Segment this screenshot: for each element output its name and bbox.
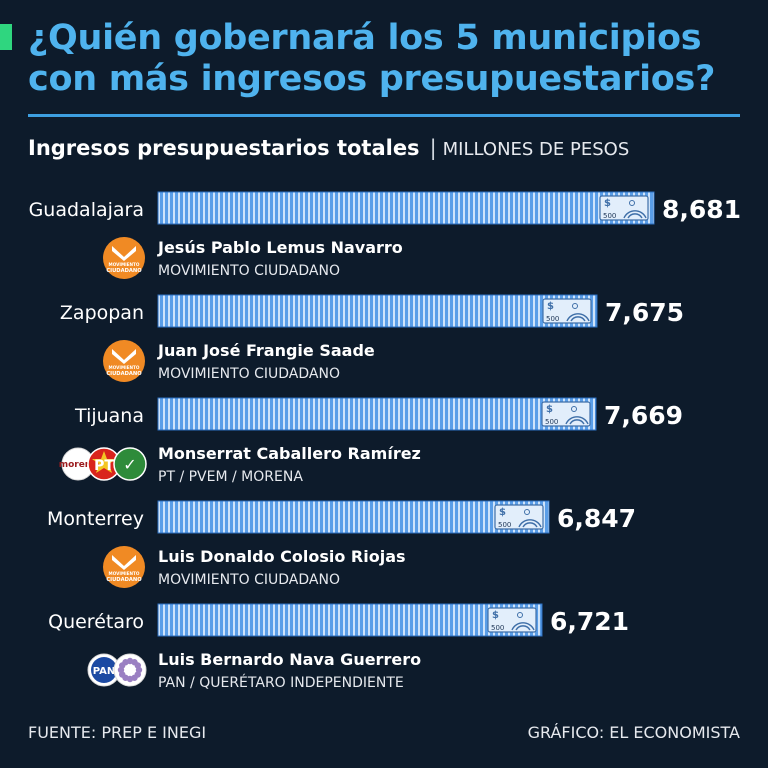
- chart-row: Guadalajara $500 8,681 Jesús Pablo Lemus Na…: [29, 191, 741, 279]
- winner-party: PT / PVEM / MORENA: [158, 469, 303, 485]
- banknote-arc: [569, 419, 585, 425]
- winner-party: MOVIMIENTO CIUDADANO: [158, 366, 340, 382]
- category-label: Monterrey: [47, 508, 144, 530]
- star-icon: [92, 451, 116, 473]
- logo-text-line-1: MOVIMIENTO: [109, 571, 140, 576]
- credit-label: GRÁFICO: EL ECONOMISTA: [527, 723, 740, 742]
- category-label: Zapopan: [60, 302, 144, 324]
- value-label: 6,721: [550, 607, 629, 636]
- eagle-icon: [112, 246, 136, 261]
- banknote-arc: [623, 210, 647, 219]
- chart-subtitle: Ingresos presupuestarios totales | MILLONE…: [28, 136, 629, 160]
- logo-text-line-1: MOVIMIENTO: [109, 262, 140, 267]
- category-label: Tijuana: [74, 405, 144, 427]
- banknote-dot: [524, 509, 530, 515]
- subtitle-text: Ingresos presupuestarios totales: [28, 136, 420, 160]
- category-label: Querétaro: [48, 611, 144, 633]
- banknote-dot: [517, 612, 523, 618]
- morena-logo-text: morena: [59, 460, 98, 470]
- value-label: 7,669: [604, 401, 683, 430]
- banknote-arc: [570, 316, 586, 322]
- subtitle-separator: |: [429, 136, 437, 160]
- title-accent-bar: [0, 24, 12, 50]
- logo-text-line-1: MOVIMIENTO: [109, 365, 140, 370]
- currency-symbol: $: [499, 507, 506, 518]
- winner-name: Juan José Frangie Saade: [157, 341, 375, 360]
- banknote-arc: [566, 313, 590, 322]
- banknote-arc: [565, 416, 589, 425]
- winner-party: PAN / QUERÉTARO INDEPENDIENTE: [158, 674, 404, 691]
- logo-text-line-2: CIUDADANO: [106, 371, 142, 377]
- value-label: 6,847: [557, 504, 636, 533]
- pvem-logo: [113, 447, 147, 481]
- eagle-icon: [112, 349, 136, 364]
- chart-row: Zapopan $500 7,675 Juan José Frangie Saade M…: [60, 294, 684, 382]
- pt-logo-text: PT: [94, 458, 114, 474]
- banknote-arc: [511, 622, 535, 631]
- chart-row: Monterrey $500 6,847 Luis Donaldo Colosio R…: [47, 500, 636, 588]
- unit-label: MILLONES DE PESOS: [442, 139, 630, 160]
- currency-symbol: $: [547, 301, 554, 312]
- flower-center: [125, 665, 135, 675]
- currency-symbol: $: [492, 610, 499, 621]
- pvem-logo-text: ✓: [123, 455, 136, 474]
- pan-logo-ring: [91, 657, 117, 683]
- logo-text-line-2: CIUDADANO: [106, 268, 142, 274]
- title-divider: [28, 114, 740, 117]
- currency-symbol: $: [604, 198, 611, 209]
- banknote-dot: [572, 303, 578, 309]
- bar: [157, 500, 550, 534]
- source-label: FUENTE: PREP E INEGI: [28, 723, 207, 742]
- chart-row: Querétaro $500 6,721 Luis Bernardo Nava Gue…: [48, 603, 629, 691]
- value-label: 8,681: [662, 195, 741, 224]
- category-label: Guadalajara: [29, 199, 144, 221]
- winner-name: Luis Donaldo Colosio Riojas: [158, 547, 406, 566]
- banknote-arc: [522, 522, 538, 528]
- pan-logo-text: PAN: [93, 666, 116, 677]
- banknote-value: 500: [498, 521, 511, 529]
- banknote-dot: [571, 406, 577, 412]
- winner-party: MOVIMIENTO CIUDADANO: [158, 572, 340, 588]
- banknote-value: 500: [603, 212, 616, 220]
- page-title: ¿Quién gobernará los 5 municipios con má…: [28, 18, 716, 99]
- bar: [157, 191, 655, 225]
- winner-name: Monserrat Caballero Ramírez: [158, 444, 421, 463]
- bar: [157, 397, 597, 431]
- chart-row: Tijuana $500 7,669 Monserrat Caballero Ramí…: [59, 397, 683, 485]
- logo-text-line-2: CIUDADANO: [106, 577, 142, 583]
- currency-symbol: $: [546, 404, 553, 415]
- banknote-arc: [627, 213, 643, 219]
- winner-name: Luis Bernardo Nava Guerrero: [158, 650, 421, 669]
- bar: [157, 294, 598, 328]
- winner-party: MOVIMIENTO CIUDADANO: [158, 263, 340, 279]
- value-label: 7,675: [605, 298, 684, 327]
- banknote-arc: [515, 625, 531, 631]
- eagle-icon: [112, 555, 136, 570]
- flower-petal: [134, 662, 141, 669]
- winner-name: Jesús Pablo Lemus Navarro: [157, 238, 403, 257]
- banknote-arc: [518, 519, 542, 528]
- banknote-value: 500: [545, 418, 558, 426]
- bar-chart: Guadalajara $500 8,681 Jesús Pablo Lemus Na…: [29, 191, 741, 691]
- banknote-dot: [629, 200, 635, 206]
- bar: [157, 603, 543, 637]
- banknote-value: 500: [546, 315, 559, 323]
- banknote-value: 500: [491, 624, 504, 632]
